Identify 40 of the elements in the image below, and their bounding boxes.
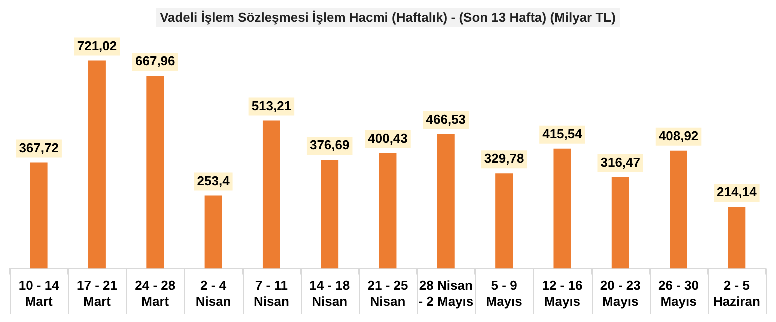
x-tick-label: 12 - 16 Mayıs [542, 278, 583, 309]
data-label: 415,54 [542, 126, 584, 142]
data-label: 667,96 [136, 54, 176, 69]
data-label: 329,78 [484, 151, 524, 166]
bar [670, 150, 688, 269]
x-tick-label: 17 - 21 Mart [76, 278, 118, 309]
x-tick-label: 24 - 28 Mart [135, 278, 176, 309]
data-label: 466,53 [426, 112, 466, 127]
data-label: 721,02 [77, 38, 118, 54]
chart-title: Vadeli İşlem Sözleşmesi İşlem Hacmi (Haftalık) - (Son 13 Hafta) (Milyar TL) [156, 8, 620, 27]
x-tick-label: 28 Nisan - 2 Mayıs [418, 278, 474, 309]
bar [321, 160, 339, 269]
x-tick-label: 2 - 5 Haziran [713, 278, 760, 309]
bar [30, 162, 48, 269]
data-label: 367,72 [19, 140, 59, 156]
data-label: 400,43 [368, 130, 408, 146]
bar [204, 196, 222, 269]
bar [728, 207, 746, 269]
x-tick-label: 20 - 23 Mayıs [600, 278, 641, 309]
data-label: 253,4 [197, 173, 231, 188]
data-label: 316,47 [600, 155, 640, 170]
data-label: 214,14 [717, 184, 758, 200]
bar [88, 60, 106, 269]
data-label: 408,92 [658, 128, 699, 144]
x-tick-label: 5 - 9 Mayıs [486, 278, 522, 309]
x-tick-label: 14 - 18 Nisan [310, 278, 350, 309]
x-tick-label: 7 - 11 Nisan [254, 278, 290, 309]
bar [262, 120, 280, 269]
bar [146, 76, 164, 269]
bar [379, 153, 397, 269]
x-tick-label: 26 - 30 Mayıs [658, 278, 700, 309]
x-tick-label: 10 - 14 Mart [18, 278, 60, 309]
bar [496, 174, 514, 269]
x-tick-label: 2 - 4 Nisan [196, 278, 232, 309]
x-tick-label: 21 - 25 Nisan [368, 278, 408, 309]
bar [612, 178, 630, 269]
bar [554, 148, 572, 269]
data-label: 513,21 [252, 98, 292, 114]
bar [437, 134, 455, 269]
data-label: 376,69 [310, 138, 350, 153]
